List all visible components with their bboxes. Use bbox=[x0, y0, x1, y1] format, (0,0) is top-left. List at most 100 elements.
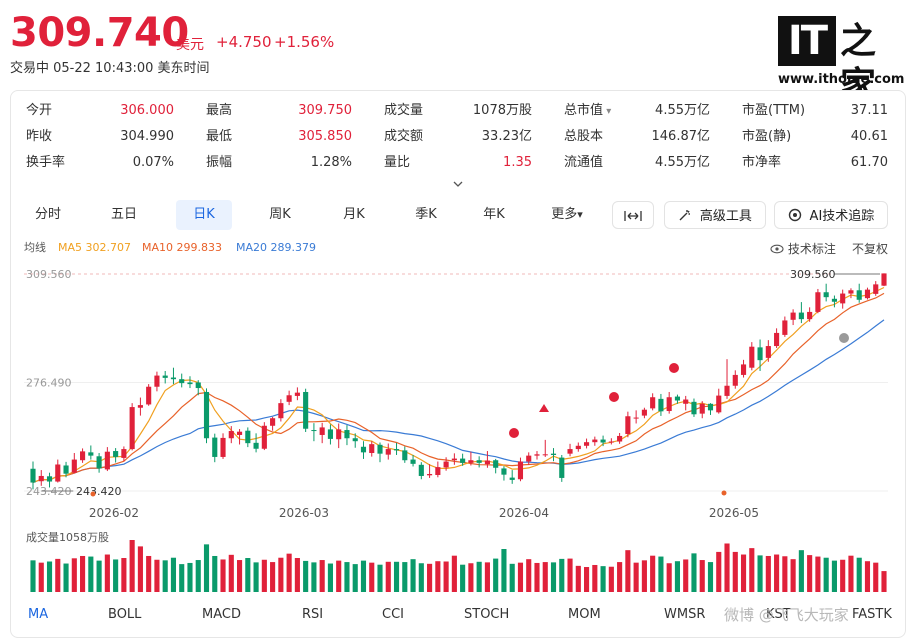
tab-period[interactable]: 年K bbox=[483, 207, 505, 222]
candle-body bbox=[542, 454, 548, 456]
tab-indicator[interactable]: WMSR bbox=[664, 607, 706, 622]
volume-bar bbox=[195, 560, 201, 592]
tab-period[interactable]: 月K bbox=[343, 207, 365, 222]
tab-indicator[interactable]: KST bbox=[766, 607, 791, 622]
tab-period[interactable]: 五日 bbox=[110, 207, 137, 222]
caret-down-icon[interactable]: ▾ bbox=[603, 106, 612, 117]
stat-label: 最低 bbox=[206, 129, 233, 144]
volume-bar bbox=[162, 560, 168, 592]
volume-bar bbox=[385, 561, 391, 592]
candle-body bbox=[170, 377, 177, 380]
candlestick-chart[interactable]: 309.560276.490243.420309.560243.4202026-… bbox=[0, 0, 912, 600]
quote-card bbox=[10, 90, 906, 638]
candle-body bbox=[460, 458, 466, 463]
ai-tracking-button[interactable]: AI技术追踪 bbox=[774, 201, 888, 229]
candle-body bbox=[815, 292, 821, 312]
stat-label: 今开 bbox=[26, 103, 53, 118]
volume-bar bbox=[435, 561, 441, 592]
tab-period[interactable]: 周K bbox=[269, 207, 291, 222]
annotation-toggle[interactable]: 技术标注 bbox=[770, 240, 836, 257]
candle-body bbox=[327, 429, 333, 439]
tab-indicator[interactable]: MOM bbox=[568, 607, 601, 622]
volume-bar bbox=[46, 561, 53, 592]
tab-period[interactable]: 更多▾ bbox=[551, 207, 583, 222]
candle-body bbox=[798, 312, 804, 320]
signal-triangle bbox=[539, 404, 549, 412]
volume-bar bbox=[253, 562, 259, 592]
tab-indicator[interactable]: MA bbox=[28, 607, 49, 622]
volume-bar bbox=[765, 555, 771, 592]
candle-body bbox=[691, 401, 697, 415]
signal-dot bbox=[509, 428, 519, 438]
volume-bar bbox=[658, 556, 664, 592]
stat-label: 昨收 bbox=[26, 129, 53, 144]
volume-bar bbox=[443, 561, 449, 592]
candle-body bbox=[286, 395, 292, 402]
stat-value: 1.28% bbox=[310, 155, 352, 170]
logo-url: www.ithome.com bbox=[778, 72, 905, 87]
magic-wand-icon bbox=[678, 209, 696, 223]
volume-bar bbox=[864, 561, 871, 592]
volume-bar bbox=[600, 566, 606, 592]
stat-label: 市盈(静) bbox=[742, 129, 792, 144]
volume-bar bbox=[873, 562, 879, 592]
tab-indicator[interactable]: RSI bbox=[302, 607, 324, 622]
current-price: 309.740 bbox=[10, 10, 189, 56]
chevron-down-icon[interactable] bbox=[452, 178, 464, 192]
volume-bar bbox=[550, 562, 557, 592]
volume-bar bbox=[236, 560, 243, 592]
tab-indicator[interactable]: FASTK bbox=[852, 607, 892, 622]
candle-body bbox=[294, 392, 300, 396]
volume-bar bbox=[410, 559, 416, 592]
volume-bar bbox=[683, 559, 689, 592]
volume-bar bbox=[815, 556, 821, 592]
volume-bar bbox=[71, 558, 77, 592]
candle-body bbox=[270, 418, 276, 426]
volume-bar bbox=[749, 548, 755, 592]
candle-body bbox=[567, 449, 573, 454]
volume-bar bbox=[38, 562, 44, 592]
ai-icon bbox=[788, 208, 806, 223]
stat-label[interactable]: 总市值 ▾ bbox=[564, 103, 612, 118]
ma20-value: MA20 289.379 bbox=[236, 241, 316, 254]
stat-label: 成交额 bbox=[384, 129, 424, 144]
candle-body bbox=[71, 459, 77, 473]
candle-body bbox=[740, 364, 747, 375]
tab-period[interactable]: 季K bbox=[415, 207, 437, 222]
tab-indicator[interactable]: CCI bbox=[382, 607, 404, 622]
volume-bar bbox=[170, 557, 177, 592]
advanced-tools-button[interactable]: 高级工具 bbox=[664, 201, 766, 229]
volume-bar bbox=[228, 554, 234, 592]
candle-body bbox=[187, 382, 193, 385]
stat-label: 市盈(TTM) bbox=[742, 103, 806, 118]
watermark: 微博 @飞飞大玩家 bbox=[724, 606, 849, 624]
candle-body bbox=[699, 403, 705, 414]
volume-bar bbox=[699, 560, 705, 592]
tab-indicator[interactable]: MACD bbox=[202, 607, 241, 622]
stat-value: 61.70 bbox=[850, 155, 888, 170]
tab-indicator[interactable]: BOLL bbox=[108, 607, 142, 622]
volume-bar bbox=[790, 559, 796, 592]
candle-body bbox=[765, 346, 771, 358]
volume-bar bbox=[203, 544, 210, 592]
candle-body bbox=[212, 437, 218, 457]
candle-body bbox=[121, 449, 127, 458]
adjust-option[interactable]: 不复权 bbox=[852, 242, 889, 256]
advanced-tools-label: 高级工具 bbox=[699, 209, 752, 224]
chevron-down-icon: ▾ bbox=[577, 208, 583, 221]
tab-period[interactable]: 分时 bbox=[34, 207, 61, 222]
candle-body bbox=[807, 311, 813, 320]
tab-indicator[interactable]: STOCH bbox=[464, 607, 510, 622]
volume-bar bbox=[740, 554, 747, 592]
volume-bar bbox=[798, 550, 804, 592]
candle-body bbox=[600, 439, 606, 443]
volume-bar bbox=[650, 555, 656, 592]
stat-label: 换手率 bbox=[26, 155, 66, 170]
ma-legend-title: 均线 bbox=[24, 241, 46, 254]
candle-body bbox=[410, 459, 416, 464]
candle-body bbox=[617, 435, 623, 442]
fit-width-button[interactable] bbox=[612, 201, 654, 229]
volume-bar bbox=[451, 555, 457, 592]
candle-body bbox=[129, 407, 135, 450]
tab-period[interactable]: 日K bbox=[176, 200, 232, 230]
